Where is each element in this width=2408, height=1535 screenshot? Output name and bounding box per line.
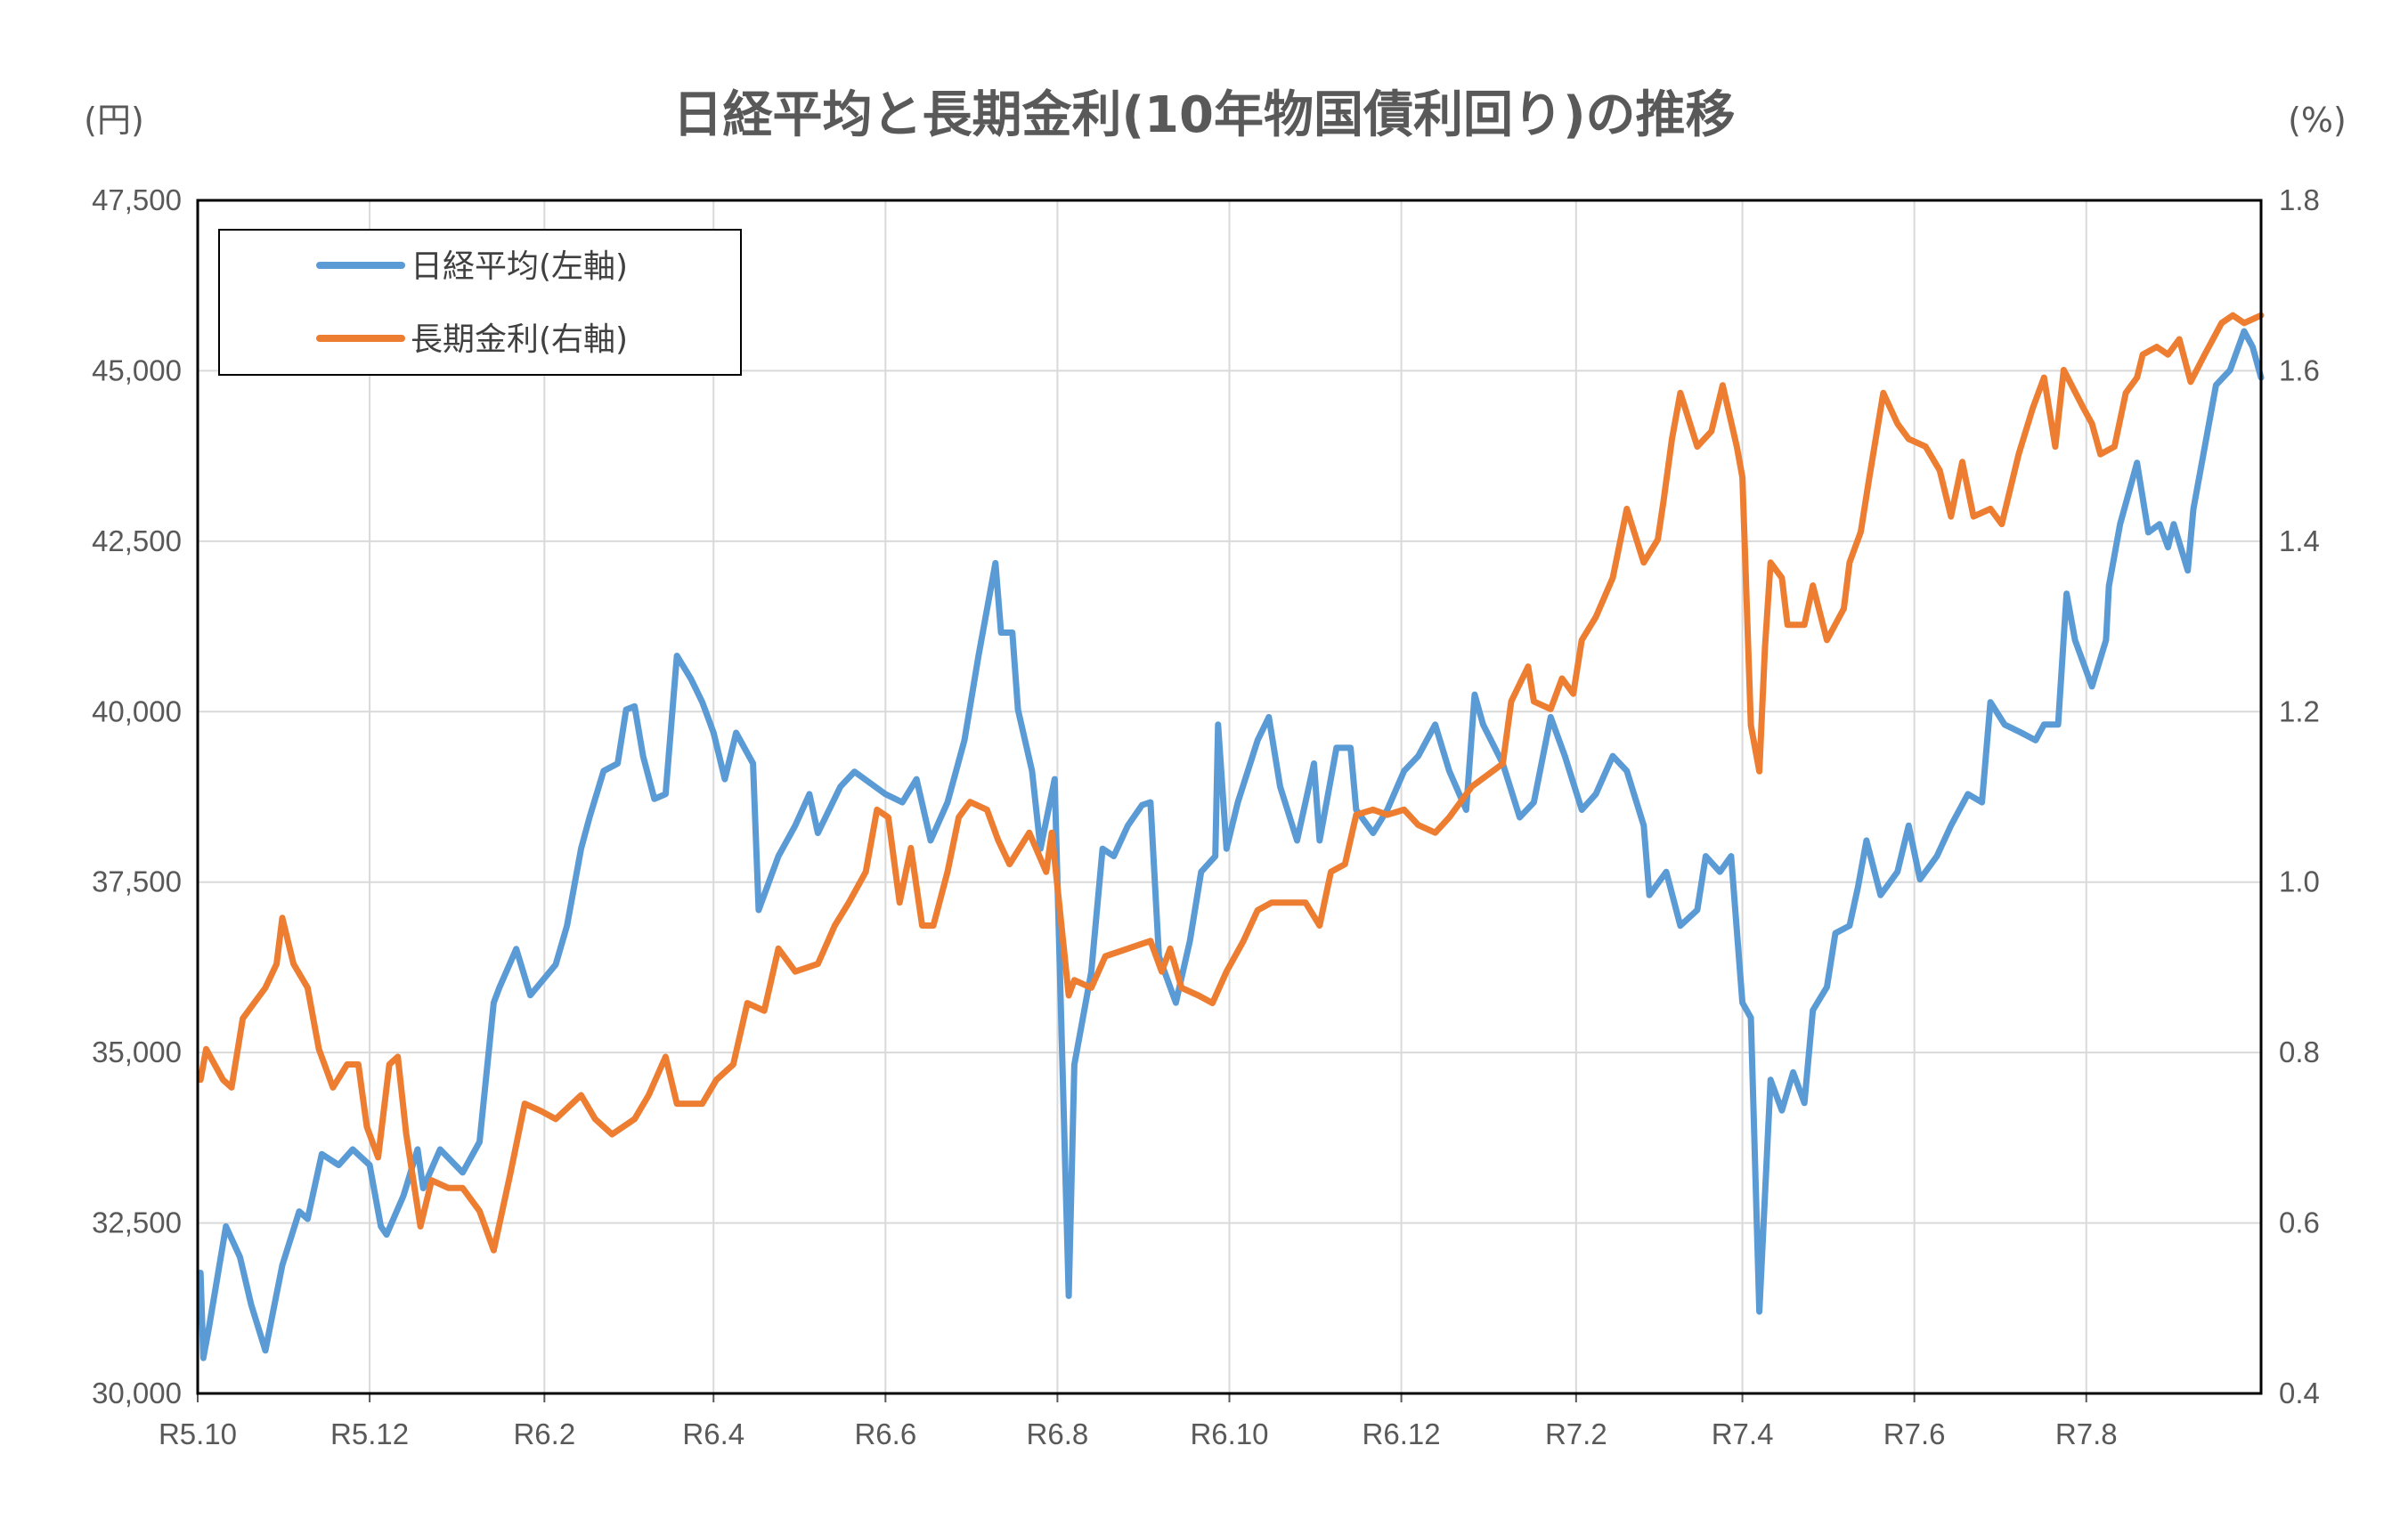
series-lines xyxy=(197,312,2265,1361)
series-line-yield xyxy=(197,312,2265,1254)
legend: 日経平均(左軸) 長期金利(右軸) xyxy=(218,229,742,376)
y-right-tick-label: 0.6 xyxy=(2279,1206,2320,1239)
y-right-tick-label: 1.8 xyxy=(2279,183,2320,216)
x-tick-label: R6.2 xyxy=(513,1417,575,1450)
legend-label-nikkei: 日経平均(左軸) xyxy=(411,248,628,285)
y-left-tick-label: 42,500 xyxy=(92,524,182,557)
x-tick-label: R5.12 xyxy=(330,1417,409,1450)
y-right-tick-label: 1.2 xyxy=(2279,694,2320,727)
chart-title: 日経平均と長期金利(10年物国債利回り)の推移 xyxy=(672,86,1735,144)
left-axis-unit: (円) xyxy=(84,101,144,140)
x-tick-label: R6.8 xyxy=(1027,1417,1089,1450)
y-left-tick-label: 32,500 xyxy=(92,1206,182,1239)
tick-labels: 30,000 32,500 35,000 37,500 40,000 42,500 45,0… xyxy=(92,183,2320,1450)
y-left-tick-label: 37,500 xyxy=(92,865,182,898)
series-line-nikkei xyxy=(197,328,2265,1361)
x-tick-label: R7.4 xyxy=(1712,1417,1774,1450)
gridlines xyxy=(197,199,2261,1402)
right-axis-unit: (%) xyxy=(2288,101,2347,140)
x-tick-label: R6.12 xyxy=(1363,1417,1441,1450)
y-left-tick-label: 45,000 xyxy=(92,353,182,386)
y-right-tick-label: 1.4 xyxy=(2279,524,2320,557)
y-right-tick-label: 0.8 xyxy=(2279,1036,2320,1068)
y-left-tick-label: 47,500 xyxy=(92,183,182,216)
x-tick-label: R7.6 xyxy=(1883,1417,1946,1450)
x-tick-label: R7.2 xyxy=(1545,1417,1607,1450)
y-left-tick-label: 35,000 xyxy=(92,1036,182,1068)
y-right-tick-label: 1.0 xyxy=(2279,865,2320,898)
y-left-tick-label: 40,000 xyxy=(92,694,182,727)
x-tick-label: R5.10 xyxy=(159,1417,237,1450)
y-left-tick-label: 30,000 xyxy=(92,1377,182,1409)
y-right-tick-label: 1.6 xyxy=(2279,353,2320,386)
x-tick-label: R7.8 xyxy=(2055,1417,2118,1450)
plot-area-border xyxy=(196,199,2263,1395)
legend-box xyxy=(218,229,742,376)
x-tick-label: R6.10 xyxy=(1190,1417,1268,1450)
x-tick-label: R6.4 xyxy=(682,1417,744,1450)
x-tick-label: R6.6 xyxy=(854,1417,916,1450)
y-right-tick-label: 0.4 xyxy=(2279,1377,2320,1409)
legend-label-yield: 長期金利(右軸) xyxy=(411,321,628,358)
